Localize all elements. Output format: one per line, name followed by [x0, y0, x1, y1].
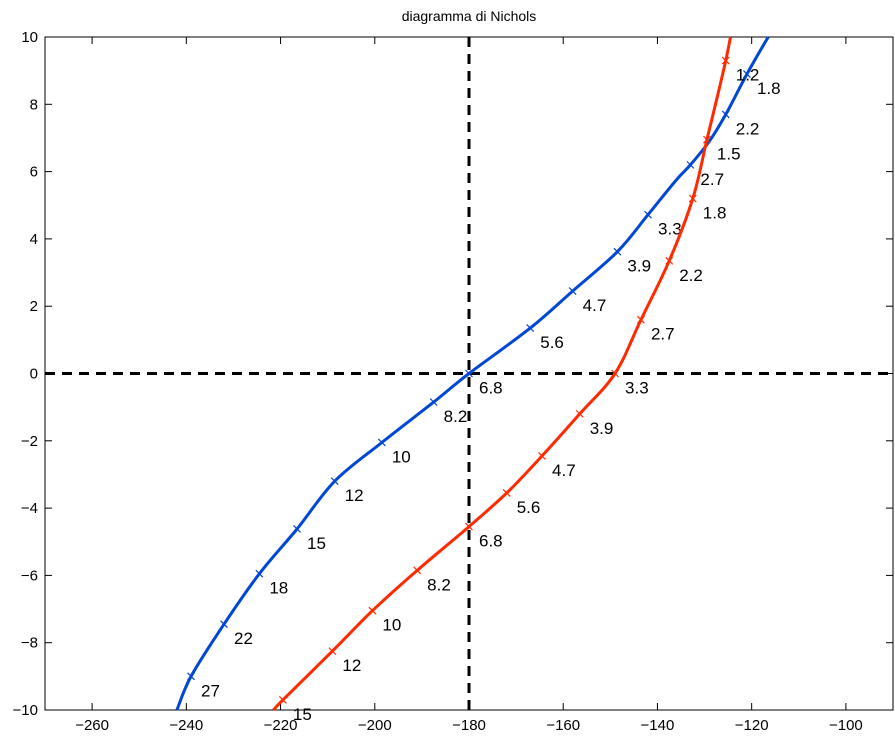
- series-1-marker-label: 4.7: [583, 296, 607, 315]
- x-tick-label: −180: [452, 717, 486, 734]
- series-1-marker: [686, 160, 695, 169]
- series-1-marker: [220, 620, 228, 629]
- series-2-marker-label: 3.9: [590, 419, 614, 438]
- series-2-marker: [465, 522, 473, 531]
- series-2-marker-label: 4.7: [552, 461, 576, 480]
- series-1-marker-label: 2.7: [700, 170, 724, 189]
- series-2-marker-label: 10: [382, 616, 401, 635]
- reference-lines: [45, 37, 893, 710]
- series-1-marker: [613, 247, 622, 256]
- series-1-marker-label: 22: [234, 629, 253, 648]
- series-2-marker: [538, 452, 546, 460]
- x-tick-label: −160: [546, 717, 580, 734]
- y-tick-label: 6: [30, 164, 38, 181]
- series-2-marker: [368, 606, 377, 615]
- y-tick-label: 2: [30, 298, 38, 315]
- series-1-marker-label: 2.2: [736, 119, 760, 138]
- series-1-marker-label: 18: [269, 579, 288, 598]
- series-1-marker-label: 10: [392, 447, 411, 466]
- series-1-marker: [377, 438, 386, 447]
- series-1-marker-label: 1.8: [757, 79, 781, 98]
- series-2-marker-label: 5.6: [517, 498, 541, 517]
- x-tick-label: −260: [75, 717, 109, 734]
- series-1-marker: [721, 110, 730, 119]
- x-tick-label: −100: [829, 717, 863, 734]
- axes: −260 −240 −220 −200 −180 −160 −140 −120 −100−10−…: [13, 29, 894, 734]
- y-tick-label: −4: [21, 500, 38, 517]
- series-2-marker-label: 15: [293, 705, 312, 724]
- series-1-marker: [187, 672, 195, 681]
- series-1-marker-label: 3.9: [627, 257, 651, 276]
- series-1-marker-label: 15: [307, 534, 326, 553]
- series-2-marker-label: 12: [342, 656, 361, 675]
- y-tick-label: 0: [30, 366, 38, 383]
- y-tick-label: −6: [21, 567, 38, 584]
- y-tick-label: 4: [30, 231, 38, 248]
- y-tick-label: 10: [21, 29, 38, 46]
- y-tick-label: 8: [30, 96, 38, 113]
- series-2-marker: [328, 647, 337, 656]
- series-2-marker-label: 3.3: [625, 379, 649, 398]
- series-2-marker: [688, 194, 697, 203]
- series-1-marker-label: 8.2: [444, 407, 468, 426]
- series-1-marker: [429, 398, 438, 407]
- series-1-marker-label: 5.6: [540, 333, 564, 352]
- series-1-marker: [293, 525, 301, 533]
- chart-title: diagramma di Nichols: [402, 8, 537, 24]
- series-2-marker-label: 1.2: [736, 66, 760, 85]
- series-2-marker-label: 1.8: [703, 204, 727, 223]
- series-2-marker: [702, 135, 711, 144]
- series-group: 2722181512108.26.85.64.73.93.32.72.21.81…: [175, 36, 781, 724]
- y-tick-label: −10: [13, 702, 38, 719]
- y-tick-label: −8: [21, 635, 38, 652]
- series-2-marker: [665, 256, 674, 265]
- series-2-marker: [413, 566, 422, 575]
- series-1-marker: [743, 70, 751, 78]
- series-1-marker: [255, 569, 264, 578]
- series-2-marker: [721, 56, 730, 65]
- series-2-marker-label: 8.2: [427, 575, 451, 594]
- x-tick-label: −200: [358, 717, 392, 734]
- x-tick-label: −240: [169, 717, 203, 734]
- series-1-marker: [644, 210, 652, 219]
- series-2: 15 12 10 8.2 6.8 5.6 4.7 3.9 3.3 2.7 2.2 1.8 1.5 1.2: [272, 36, 760, 724]
- series-1-marker-label: 3.3: [658, 220, 682, 239]
- series-2-marker-label: 2.2: [679, 266, 703, 285]
- series-1-marker: [465, 369, 473, 378]
- series-2-marker: [611, 369, 619, 378]
- x-tick-label: −220: [264, 717, 298, 734]
- series-2-marker: [637, 315, 645, 324]
- series-2-marker-label: 6.8: [479, 532, 503, 551]
- x-tick-label: −120: [735, 717, 769, 734]
- series-2-marker: [278, 695, 287, 704]
- series-2-marker-label: 1.5: [717, 145, 741, 164]
- series-1-marker-label: 27: [201, 681, 220, 700]
- series-2-marker-label: 2.7: [651, 325, 675, 344]
- series-1-marker-label: 12: [345, 486, 364, 505]
- series-1-marker-label: 6.8: [479, 379, 503, 398]
- series-2-marker: [575, 409, 584, 418]
- series-1-marker: [330, 477, 339, 486]
- x-tick-label: −140: [641, 717, 675, 734]
- series-2-marker: [502, 489, 511, 497]
- series-1-marker: [526, 324, 535, 332]
- y-tick-label: −2: [21, 433, 38, 450]
- series-1-marker: [568, 287, 577, 295]
